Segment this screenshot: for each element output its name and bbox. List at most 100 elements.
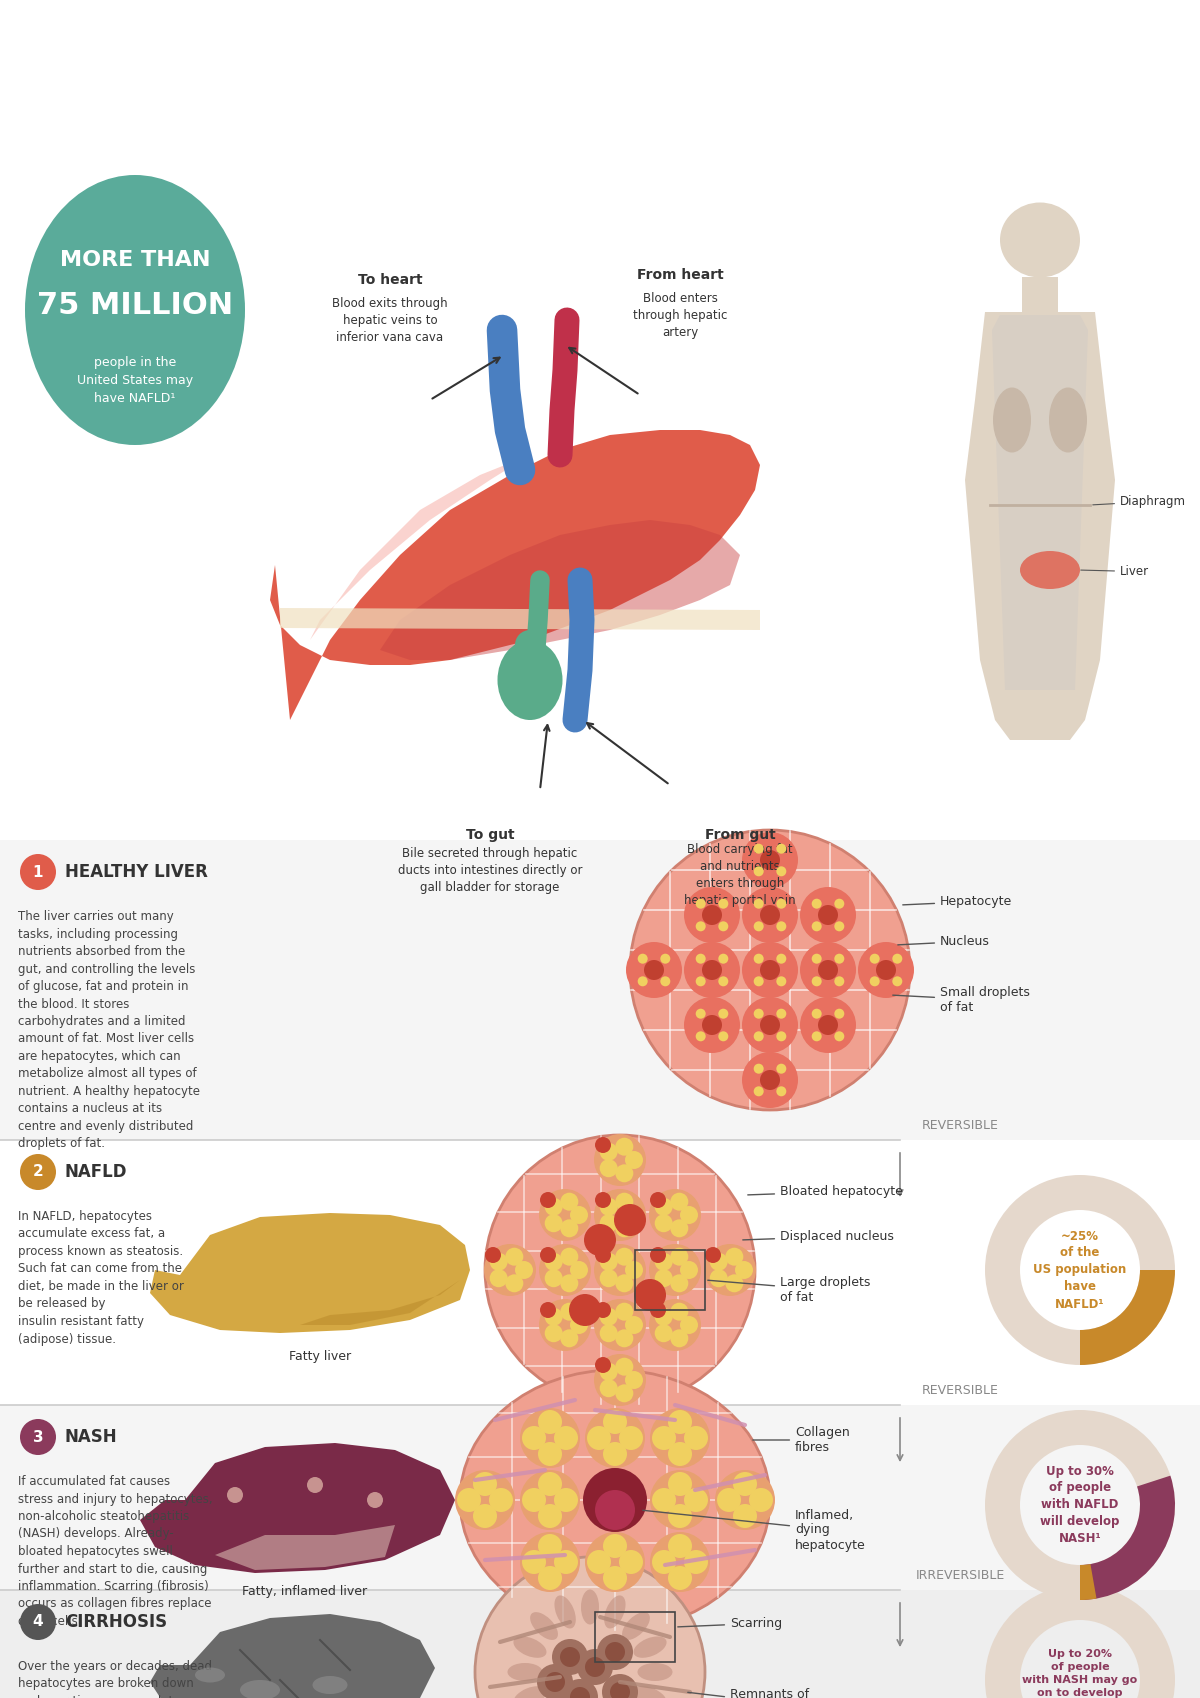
Circle shape bbox=[719, 976, 728, 987]
Circle shape bbox=[760, 1015, 780, 1036]
Text: 3: 3 bbox=[32, 1430, 43, 1445]
Circle shape bbox=[818, 959, 838, 980]
Circle shape bbox=[594, 1353, 646, 1406]
Ellipse shape bbox=[530, 1611, 558, 1640]
Circle shape bbox=[800, 886, 856, 942]
Circle shape bbox=[625, 1316, 643, 1335]
Circle shape bbox=[893, 954, 902, 964]
Ellipse shape bbox=[515, 630, 545, 661]
Ellipse shape bbox=[554, 1596, 576, 1628]
Circle shape bbox=[570, 1688, 590, 1698]
Circle shape bbox=[706, 1246, 721, 1263]
Circle shape bbox=[671, 1274, 689, 1292]
Circle shape bbox=[600, 1379, 618, 1397]
Circle shape bbox=[870, 954, 880, 964]
Wedge shape bbox=[1080, 1270, 1175, 1365]
Circle shape bbox=[733, 1504, 757, 1528]
Wedge shape bbox=[985, 1409, 1175, 1600]
Circle shape bbox=[538, 1664, 574, 1698]
Polygon shape bbox=[380, 520, 740, 661]
Circle shape bbox=[560, 1274, 578, 1292]
Circle shape bbox=[652, 1426, 676, 1450]
Circle shape bbox=[760, 851, 780, 869]
Circle shape bbox=[616, 1274, 634, 1292]
Circle shape bbox=[702, 905, 722, 925]
Ellipse shape bbox=[634, 1637, 666, 1657]
Circle shape bbox=[619, 1487, 643, 1511]
Circle shape bbox=[484, 1245, 536, 1296]
Circle shape bbox=[834, 1009, 845, 1019]
Circle shape bbox=[650, 1532, 710, 1593]
Circle shape bbox=[671, 1192, 689, 1211]
Circle shape bbox=[600, 1143, 618, 1161]
Circle shape bbox=[818, 1015, 838, 1036]
Circle shape bbox=[619, 1550, 643, 1574]
Ellipse shape bbox=[622, 1611, 650, 1640]
Circle shape bbox=[702, 1015, 722, 1036]
Polygon shape bbox=[965, 312, 1115, 740]
Text: Up to 30%
of people
with NAFLD
will develop
NASH¹: Up to 30% of people with NAFLD will deve… bbox=[1040, 1464, 1120, 1545]
Circle shape bbox=[538, 1566, 562, 1589]
Circle shape bbox=[539, 1245, 592, 1296]
Circle shape bbox=[587, 1426, 611, 1450]
Circle shape bbox=[719, 1009, 728, 1019]
Text: Up to 20%
of people
with NASH may go
on to develop
cirrhosis¹: Up to 20% of people with NASH may go on … bbox=[1022, 1649, 1138, 1698]
Text: In NAFLD, hepatocytes
accumulate excess fat, a
process known as steatosis.
Such : In NAFLD, hepatocytes accumulate excess … bbox=[18, 1211, 184, 1345]
Circle shape bbox=[455, 1470, 515, 1530]
Bar bbox=[0, 1404, 1200, 1589]
Circle shape bbox=[595, 1491, 635, 1530]
Circle shape bbox=[619, 1426, 643, 1450]
Text: Fatty liver: Fatty liver bbox=[289, 1350, 352, 1363]
Circle shape bbox=[600, 1214, 618, 1233]
Text: 4: 4 bbox=[32, 1615, 43, 1630]
Circle shape bbox=[776, 976, 786, 987]
Ellipse shape bbox=[498, 640, 563, 720]
Circle shape bbox=[742, 832, 798, 888]
Circle shape bbox=[684, 1487, 708, 1511]
Circle shape bbox=[760, 959, 780, 980]
Circle shape bbox=[595, 1302, 611, 1318]
Text: Bloated hepatocyte: Bloated hepatocyte bbox=[748, 1185, 902, 1199]
Circle shape bbox=[696, 976, 706, 987]
Circle shape bbox=[649, 1245, 701, 1296]
Text: The liver carries out many
tasks, including processing
nutrients absorbed from t: The liver carries out many tasks, includ… bbox=[18, 910, 200, 1151]
Text: If accumulated fat causes
stress and injury to hepatocytes,
non-alcoholic steato: If accumulated fat causes stress and inj… bbox=[18, 1476, 212, 1628]
Polygon shape bbox=[310, 455, 530, 640]
Ellipse shape bbox=[514, 1637, 546, 1657]
Circle shape bbox=[367, 1493, 383, 1508]
Circle shape bbox=[742, 997, 798, 1053]
Text: 2: 2 bbox=[32, 1165, 43, 1180]
Text: From gut: From gut bbox=[704, 829, 775, 842]
Circle shape bbox=[522, 1426, 546, 1450]
Circle shape bbox=[634, 1279, 666, 1311]
Circle shape bbox=[227, 1487, 242, 1503]
Circle shape bbox=[668, 1472, 692, 1496]
Text: Over the years or decades, dead
hepatocytes are broken down
and scar tissue accu: Over the years or decades, dead hepatocy… bbox=[18, 1661, 212, 1698]
Circle shape bbox=[616, 1330, 634, 1347]
Circle shape bbox=[538, 1442, 562, 1465]
Circle shape bbox=[742, 886, 798, 942]
Circle shape bbox=[475, 1557, 706, 1698]
Text: Blood carrying fat
and nutrients
enters through
hepatic portal vain: Blood carrying fat and nutrients enters … bbox=[684, 842, 796, 907]
Circle shape bbox=[684, 1550, 708, 1574]
Circle shape bbox=[652, 1487, 676, 1511]
Circle shape bbox=[649, 1189, 701, 1241]
Circle shape bbox=[893, 976, 902, 987]
Circle shape bbox=[660, 976, 671, 987]
Circle shape bbox=[595, 1138, 611, 1153]
Circle shape bbox=[490, 1253, 508, 1270]
Circle shape bbox=[725, 1248, 743, 1265]
Text: Hepatocyte: Hepatocyte bbox=[902, 895, 1013, 908]
Circle shape bbox=[616, 1138, 634, 1156]
Text: Large droplets
of fat: Large droplets of fat bbox=[708, 1275, 870, 1304]
Circle shape bbox=[800, 942, 856, 998]
Text: Remnants of
dead cells: Remnants of dead cells bbox=[688, 1688, 809, 1698]
Text: Collagen
fibres: Collagen fibres bbox=[752, 1426, 850, 1453]
Circle shape bbox=[719, 954, 728, 964]
Circle shape bbox=[668, 1409, 692, 1435]
Circle shape bbox=[754, 844, 763, 854]
Circle shape bbox=[560, 1647, 580, 1667]
Bar bbox=[635, 1250, 706, 1309]
Text: Small droplets
of fat: Small droplets of fat bbox=[893, 987, 1030, 1014]
Circle shape bbox=[545, 1197, 563, 1216]
